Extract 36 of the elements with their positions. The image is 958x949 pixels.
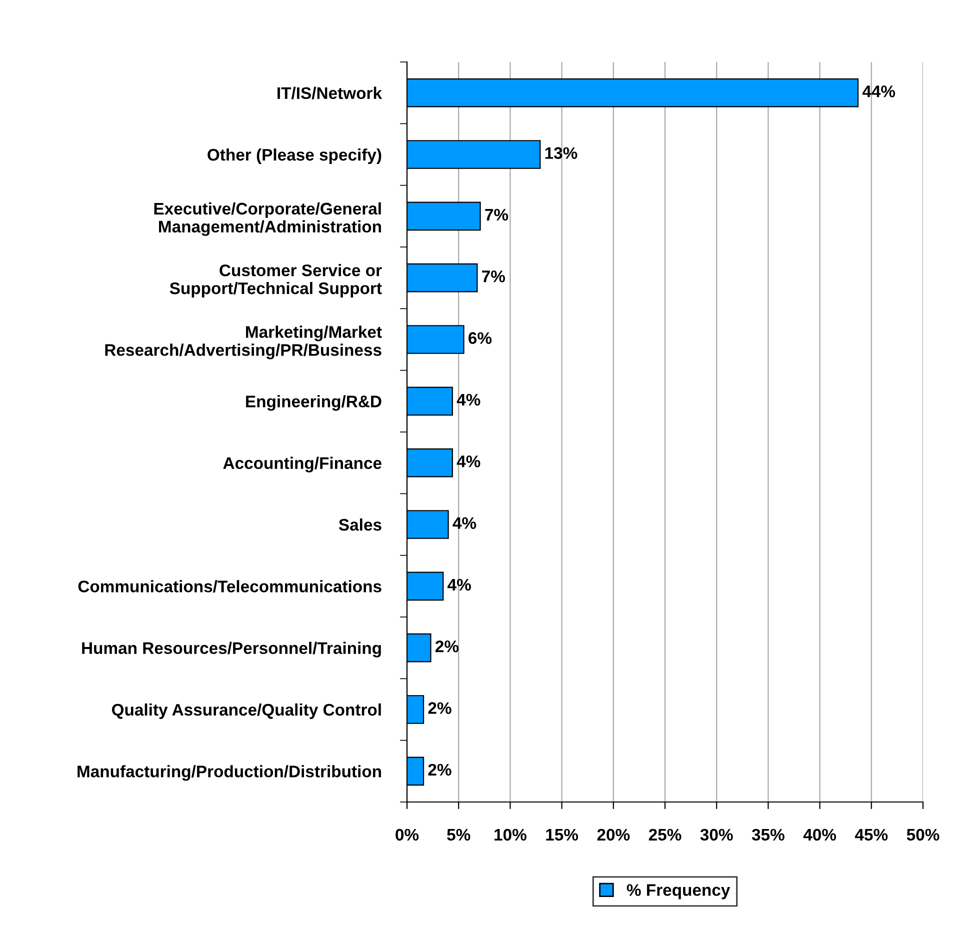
data-label: 7% (485, 208, 508, 221)
x-tick-label: 5% (447, 828, 470, 841)
y-tick-label: Customer Service or Support/Technical Support (170, 264, 382, 298)
data-label: 13% (545, 147, 578, 159)
data-label: 4% (452, 517, 476, 529)
data-label: 6% (468, 332, 492, 344)
legend-label: % Frequency (626, 884, 730, 900)
data-label: 2% (428, 764, 452, 776)
y-tick-label: Human Resources/Personnel/Training (82, 642, 381, 658)
data-label: 2% (428, 702, 452, 714)
y-tick-label: Sales (338, 518, 382, 531)
x-tick-label: 35% (752, 828, 784, 841)
data-label: 44% (862, 86, 896, 98)
data-label: 4% (456, 456, 480, 468)
x-tick-label: 45% (854, 828, 888, 841)
x-tick-label: 0% (396, 828, 419, 841)
y-tick-label: Communications/Telecommunications (78, 580, 382, 593)
y-tick-label: Other (Please specify) (208, 148, 382, 164)
y-tick-label: Manufacturing/Production/Distribution (78, 765, 381, 781)
x-tick-label: 25% (648, 828, 682, 841)
data-label: 2% (435, 640, 459, 652)
data-label: 4% (456, 394, 480, 406)
y-tick-label: Engineering/R&D (246, 395, 382, 411)
data-label: 7% (482, 270, 505, 282)
y-tick-label: Executive/Corporate/General Management/Administration (154, 202, 381, 236)
x-tick-label: 15% (546, 828, 578, 841)
y-tick-label: Accounting/Finance (223, 456, 382, 472)
data-label: 4% (448, 578, 471, 591)
x-tick-label: 50% (906, 828, 940, 841)
x-tick-label: 20% (597, 828, 630, 841)
y-tick-label: Marketing/Market Research/Advertising/PR/Business (105, 326, 382, 360)
x-tick-label: 40% (803, 828, 836, 841)
x-tick-label: 30% (700, 828, 733, 841)
y-tick-label: Quality Assurance/Quality Control (112, 703, 381, 719)
x-tick-label: 10% (494, 828, 526, 841)
y-tick-label: IT/IS/Network (278, 86, 382, 100)
